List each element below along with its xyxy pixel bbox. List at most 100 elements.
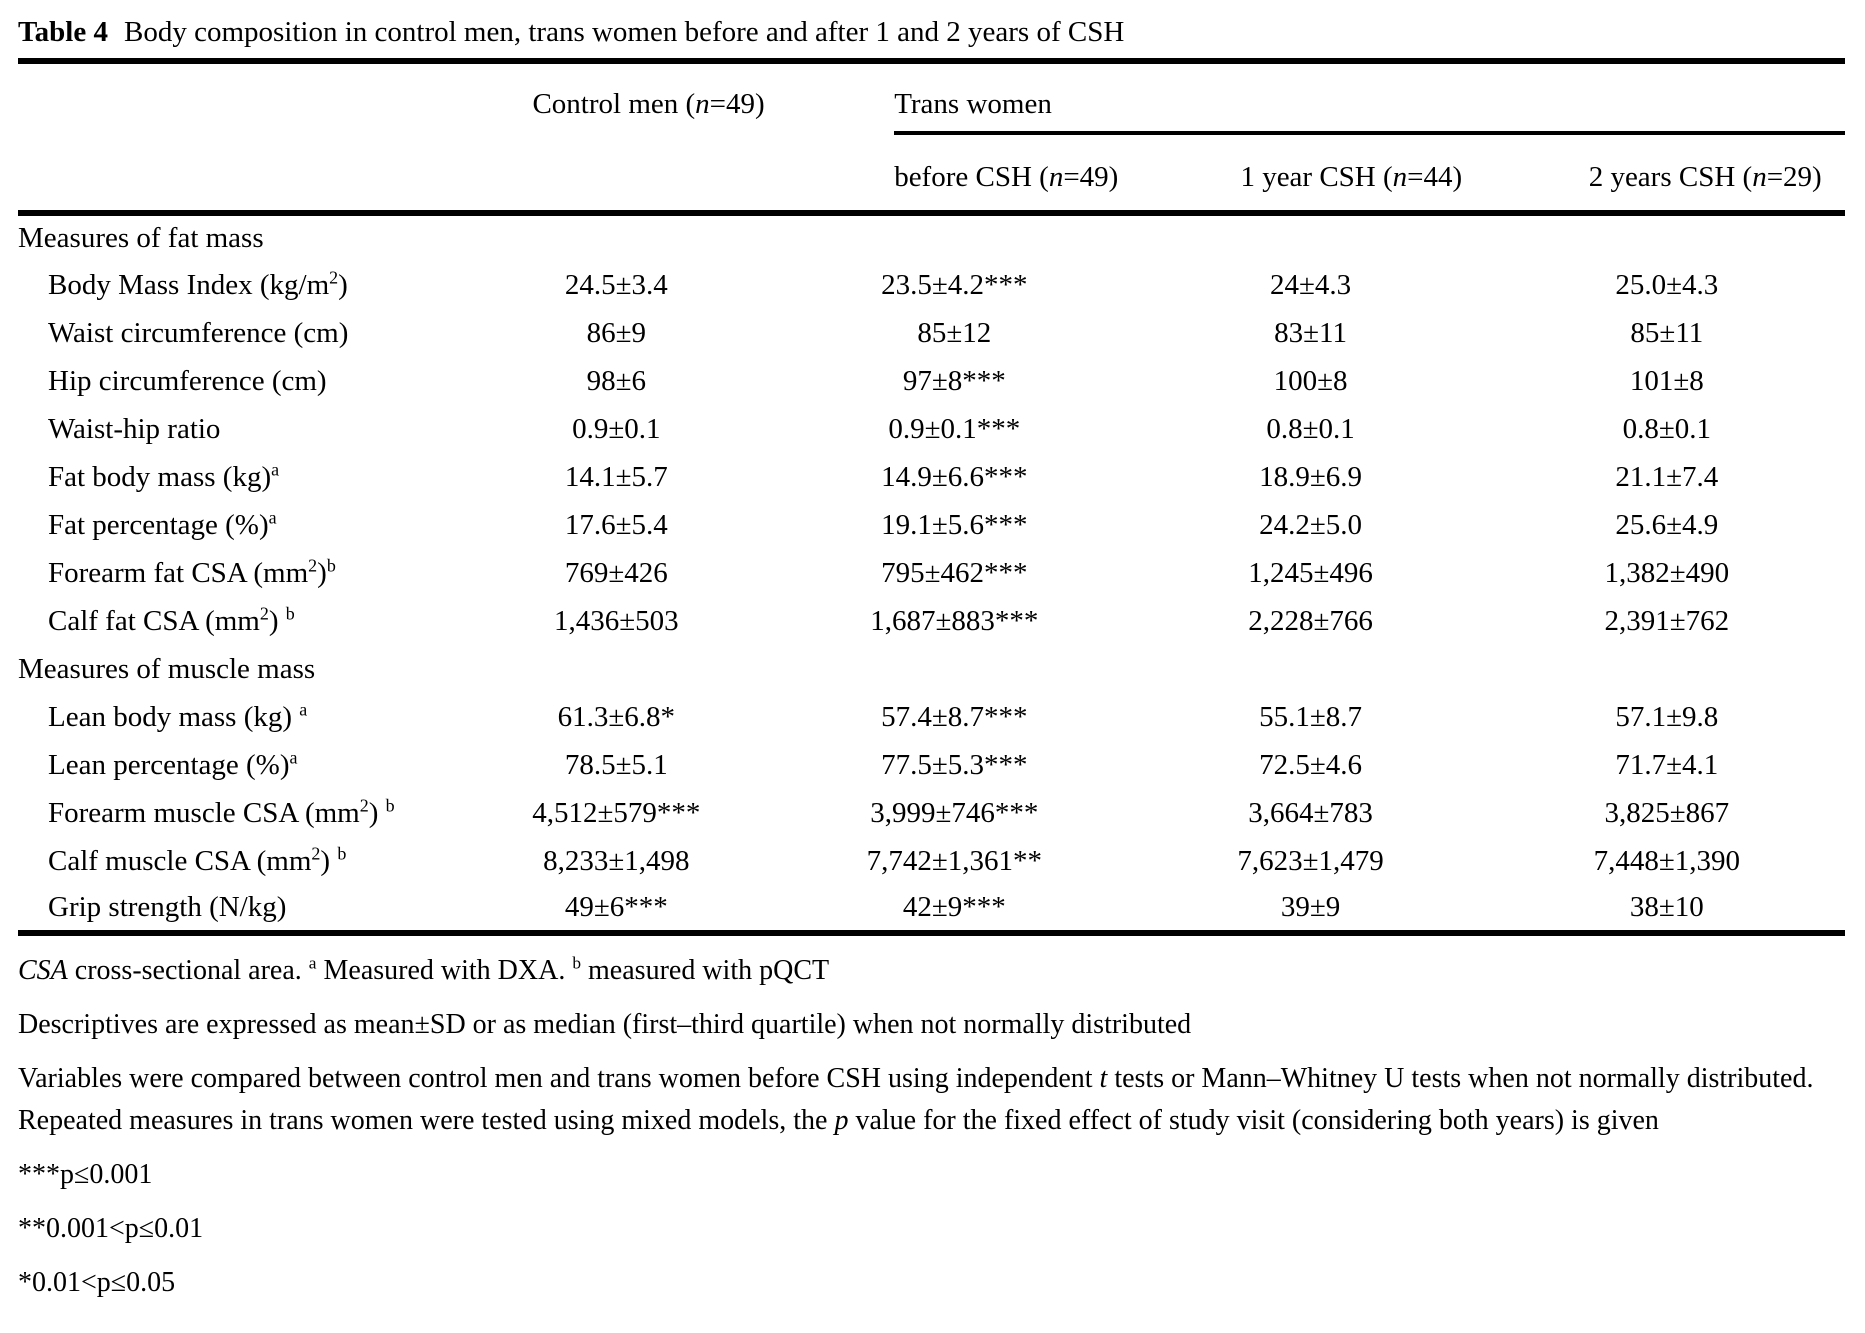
cell-value: 18.9±6.9 [1259, 460, 1363, 493]
cell-value: 83±11 [1274, 316, 1347, 349]
row-label: Lean body mass (kg) a [48, 698, 308, 733]
header-text: =29) [1766, 161, 1822, 193]
cell-value: 7,742±1,361** [866, 844, 1043, 877]
table-row: Hip circumference (cm) 98±6 97±8*** 100±8 10… [18, 357, 1845, 405]
table-row: Lean body mass (kg) a 61.3±6.8* 57.4±8.7**… [18, 693, 1845, 741]
table-row: Waist-hip ratio 0.9±0.1 0.9±0.1*** 0.8±0.1 0… [18, 405, 1845, 453]
cell-value: 8,233±1,498 [543, 844, 690, 877]
cell-value: 57.4±8.7*** [881, 700, 1028, 733]
cell-value: 1,245±496 [1248, 556, 1373, 589]
cell-value: 101±8 [1629, 364, 1704, 397]
col-header-control-men: Control men (n=49) [456, 61, 776, 213]
row-label: Fat percentage (%)a [48, 506, 277, 541]
cell-value: 55.1±8.7 [1259, 700, 1363, 733]
table-row: Fat percentage (%)a 17.6±5.4 19.1±5.6*** 24… [18, 501, 1845, 549]
cell-value: 71.7±4.1 [1615, 748, 1719, 781]
row-label: Waist circumference (cm) [48, 316, 349, 349]
italic-n: n [1752, 161, 1767, 193]
section-row: Measures of muscle mass [18, 645, 1845, 693]
col-group-header-trans-women: Trans women [776, 61, 1845, 139]
cell-value: 61.3±6.8* [557, 700, 676, 733]
row-label: Forearm fat CSA (mm2)b [48, 554, 336, 589]
cell-value: 0.9±0.1*** [888, 412, 1021, 445]
italic-n: n [1392, 161, 1408, 193]
row-label: Fat body mass (kg)a [48, 458, 280, 493]
cell-value: 38±10 [1629, 891, 1704, 923]
cell-value: 49±6*** [564, 891, 668, 923]
table-row: Forearm fat CSA (mm2)b 769±426 795±462*** 1… [18, 549, 1845, 597]
row-label: Grip strength (N/kg) [48, 891, 287, 923]
footnote-line: CSA cross-sectional area. a Measured wit… [18, 953, 830, 986]
table-row: Lean percentage (%)a 78.5±5.1 77.5±5.3*** 7… [18, 741, 1845, 789]
row-label: Waist-hip ratio [48, 412, 221, 445]
header-text: before CSH ( [894, 161, 1049, 193]
section-row: Measures of fat mass [18, 213, 1845, 261]
table-row: Forearm muscle CSA (mm2) b 4,512±579*** 3,… [18, 789, 1845, 837]
table-caption: Table 4 Body composition in control men, … [18, 12, 1845, 52]
cell-value: 0.8±0.1 [1266, 412, 1355, 445]
section-label: Measures of muscle mass [18, 652, 316, 685]
header-text: 1 year CSH ( [1240, 161, 1393, 193]
cell-value: 85±11 [1630, 316, 1704, 349]
cell-value: 0.8±0.1 [1622, 412, 1712, 445]
table-number: Table 4 [18, 16, 108, 48]
italic-n: n [695, 88, 710, 120]
row-label: Lean percentage (%)a [48, 746, 298, 781]
header-text: Control men ( [532, 88, 696, 120]
cell-value: 25.6±4.9 [1615, 508, 1719, 541]
cell-value: 3,999±746*** [870, 796, 1039, 829]
cell-value: 57.1±9.8 [1615, 700, 1719, 733]
cell-value: 24±4.3 [1269, 268, 1352, 301]
header-text: =49) [1063, 161, 1119, 193]
cell-value: 86±9 [586, 316, 647, 349]
row-label: Calf fat CSA (mm2) b [48, 602, 295, 637]
cell-value: 1,436±503 [553, 604, 679, 637]
col-header-before-csh: before CSH (n=49) [776, 139, 1132, 213]
cell-value: 1,382±490 [1604, 556, 1730, 589]
row-label: Forearm muscle CSA (mm2) b [48, 794, 395, 829]
table-body: Measures of fat mass Body Mass Index (kg/… [18, 213, 1845, 933]
table-row: Fat body mass (kg)a 14.1±5.7 14.9±6.6*** 18… [18, 453, 1845, 501]
cell-value: 4,512±579*** [532, 796, 701, 829]
cell-value: 14.1±5.7 [564, 460, 668, 493]
footnote-line: Variables were compared between control … [18, 1063, 1814, 1136]
cell-value: 0.9±0.1 [572, 412, 661, 445]
cell-value: 39±9 [1280, 891, 1341, 923]
header-text: 2 years CSH ( [1588, 161, 1753, 193]
header-text: =44) [1407, 161, 1463, 193]
header-text: =49) [709, 88, 765, 120]
footnote-line: ***p≤0.001 [18, 1159, 153, 1190]
footnote-line: *0.01<p≤0.05 [18, 1267, 176, 1298]
body-composition-table: Control men (n=49) Trans women before CS… [18, 58, 1845, 936]
table-row: Calf fat CSA (mm2) b 1,436±503 1,687±883**… [18, 597, 1845, 645]
cell-value: 2,391±762 [1604, 604, 1730, 637]
cell-value: 7,623±1,479 [1237, 844, 1384, 877]
cell-value: 24.2±5.0 [1259, 508, 1363, 541]
row-label: Hip circumference (cm) [48, 364, 327, 397]
cell-value: 97±8*** [902, 364, 1006, 397]
cell-value: 72.5±4.6 [1259, 748, 1363, 781]
table-row: Calf muscle CSA (mm2) b 8,233±1,498 7,742±… [18, 837, 1845, 885]
cell-value: 100±8 [1273, 364, 1348, 397]
col-header-1-year-csh: 1 year CSH (n=44) [1132, 139, 1488, 213]
table-row: Body Mass Index (kg/m2) 24.5±3.4 23.5±4.2*… [18, 261, 1845, 309]
table-row: Grip strength (N/kg) 49±6*** 42±9*** 39±9 38… [18, 885, 1845, 933]
italic-n: n [1048, 161, 1064, 193]
table-row: Waist circumference (cm) 86±9 85±12 83±11 85… [18, 309, 1845, 357]
cell-value: 3,664±783 [1248, 796, 1373, 829]
section-label: Measures of fat mass [18, 222, 264, 254]
cell-value: 42±9*** [902, 891, 1006, 923]
cell-value: 19.1±5.6*** [881, 508, 1028, 541]
cell-value: 24.5±3.4 [564, 268, 668, 301]
table-header: Control men (n=49) Trans women before CS… [18, 61, 1845, 213]
cell-value: 25.0±4.3 [1615, 268, 1719, 301]
cell-value: 17.6±5.4 [564, 508, 668, 541]
row-label: Body Mass Index (kg/m2) [48, 266, 348, 301]
cell-value: 23.5±4.2*** [881, 268, 1028, 301]
footnote-line: Descriptives are expressed as mean±SD or… [18, 1009, 1192, 1040]
table-title-text: Body composition in control men, trans w… [124, 16, 1125, 48]
cell-value: 21.1±7.4 [1615, 460, 1719, 493]
cell-value: 795±462*** [881, 556, 1028, 589]
footnotes: CSA cross-sectional area. a Measured wit… [18, 950, 1845, 1304]
cell-value: 85±12 [917, 316, 992, 349]
